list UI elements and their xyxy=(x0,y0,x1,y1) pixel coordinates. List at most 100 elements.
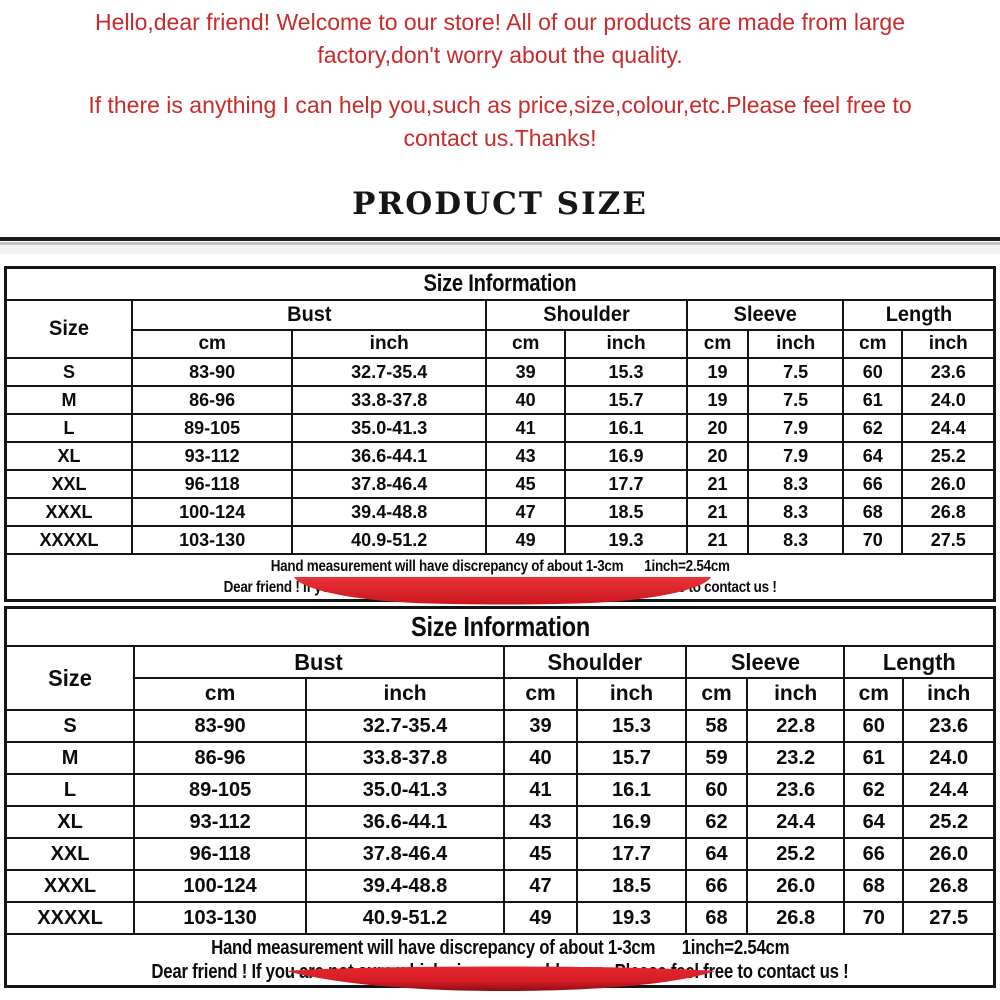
divider-band xyxy=(0,245,1000,254)
value-cell: 32.7-35.4 xyxy=(291,357,488,387)
note-line: Hand measurement will have discrepancy o… xyxy=(210,937,790,959)
table-row: XXXL 100-124 39.4-48.8 47 18.5 21 8.3 68 26.8 xyxy=(4,497,996,527)
table-row: XXXXL 103-130 40.9-51.2 49 19.3 68 26.8 70 27.5 xyxy=(4,901,996,935)
value-cell: 86-96 xyxy=(133,741,308,775)
table-row: M 86-96 33.8-37.8 40 15.7 19 7.5 61 24.0 xyxy=(4,385,996,415)
value-cell: 33.8-37.8 xyxy=(305,741,505,775)
value-cell: 35.0-41.3 xyxy=(305,773,505,807)
value-cell: 16.9 xyxy=(576,805,687,839)
column-header-length: Length xyxy=(842,299,996,331)
value-cell: 24.4 xyxy=(902,773,996,807)
value-cell: 26.8 xyxy=(746,901,846,935)
value-cell: 15.7 xyxy=(564,385,688,415)
value-cell: 33.8-37.8 xyxy=(291,385,488,415)
value-cell: 39.4-48.8 xyxy=(291,497,488,527)
value-cell: 66 xyxy=(684,869,749,903)
value-cell: 23.2 xyxy=(746,741,846,775)
value-cell: 37.8-46.4 xyxy=(305,837,505,871)
table-unit-header-row: cm inch cm inch cm inch cm inch xyxy=(6,329,996,359)
value-cell: 43 xyxy=(502,805,579,839)
column-header-sleeve: Sleeve xyxy=(684,645,846,679)
value-cell: 26.0 xyxy=(746,869,846,903)
value-cell: 8.3 xyxy=(747,497,845,527)
value-cell: 37.8-46.4 xyxy=(291,469,488,499)
value-cell: 36.6-44.1 xyxy=(291,441,488,471)
value-cell: 27.5 xyxy=(901,525,996,555)
value-cell: 60 xyxy=(843,709,905,743)
value-cell: 27.5 xyxy=(902,901,996,935)
value-cell: 24.4 xyxy=(901,413,996,443)
value-cell: 7.9 xyxy=(747,441,845,471)
table-row: L 89-105 35.0-41.3 41 16.1 20 7.9 62 24.4 xyxy=(4,413,996,443)
size-cell: S xyxy=(4,709,136,743)
unit-header: cm xyxy=(131,329,294,359)
value-cell: 103-130 xyxy=(131,525,294,555)
value-cell: 89-105 xyxy=(133,773,308,807)
value-cell: 41 xyxy=(485,413,567,443)
table-row: L 89-105 35.0-41.3 41 16.1 60 23.6 62 24.4 xyxy=(4,773,996,807)
value-cell: 23.6 xyxy=(901,357,996,387)
value-cell: 86-96 xyxy=(131,385,294,415)
unit-header: inch xyxy=(902,677,996,711)
table-body: S 83-90 32.7-35.4 39 15.3 58 22.8 60 23.6 M 86-96 3… xyxy=(4,709,996,935)
value-cell: 61 xyxy=(842,385,904,415)
value-cell: 62 xyxy=(843,773,905,807)
column-header-length: Length xyxy=(843,645,996,679)
page-title: PRODUCT SIZE xyxy=(352,186,648,222)
value-cell: 19.3 xyxy=(576,901,687,935)
size-cell: S xyxy=(4,357,134,387)
value-cell: 26.8 xyxy=(902,869,996,903)
size-cell: M xyxy=(4,741,136,775)
value-cell: 43 xyxy=(485,441,567,471)
value-cell: 25.2 xyxy=(746,837,846,871)
value-cell: 16.1 xyxy=(564,413,688,443)
table-row: XXXL 100-124 39.4-48.8 47 18.5 66 26.0 68 26.8 xyxy=(4,869,996,903)
value-cell: 7.5 xyxy=(747,385,845,415)
value-cell: 36.6-44.1 xyxy=(305,805,505,839)
value-cell: 40 xyxy=(502,741,579,775)
value-cell: 24.4 xyxy=(746,805,846,839)
table-row: XXXXL 103-130 40.9-51.2 49 19.3 21 8.3 70 27.5 xyxy=(4,525,996,555)
unit-header: cm xyxy=(684,677,749,711)
value-cell: 7.5 xyxy=(747,357,845,387)
value-cell: 83-90 xyxy=(131,357,294,387)
value-cell: 49 xyxy=(485,525,567,555)
column-header-size: Size xyxy=(4,299,134,359)
value-cell: 40.9-51.2 xyxy=(291,525,488,555)
greeting-line: factory,don't worry about the quality. xyxy=(317,42,683,68)
value-cell: 19 xyxy=(685,385,750,415)
value-cell: 61 xyxy=(843,741,905,775)
table-body: S 83-90 32.7-35.4 39 15.3 19 7.5 60 23.6 M 86-96 33… xyxy=(4,357,996,555)
greeting-line: Hello,dear friend! Welcome to our store!… xyxy=(94,9,906,35)
unit-header: inch xyxy=(305,677,505,711)
unit-header: cm xyxy=(842,329,904,359)
column-header-sleeve: Sleeve xyxy=(685,299,845,331)
value-cell: 16.9 xyxy=(564,441,688,471)
value-cell: 45 xyxy=(502,837,579,871)
table-row: XXL 96-118 37.8-46.4 45 17.7 21 8.3 66 26.0 xyxy=(4,469,996,499)
size-cell: XXL xyxy=(4,469,134,499)
value-cell: 100-124 xyxy=(131,497,294,527)
table-notes-row: Hand measurement will have discrepancy o… xyxy=(4,933,996,988)
value-cell: 39 xyxy=(485,357,567,387)
value-cell: 26.0 xyxy=(901,469,996,499)
value-cell: 59 xyxy=(684,741,749,775)
size-cell: XXL xyxy=(4,837,136,871)
value-cell: 68 xyxy=(684,901,749,935)
value-cell: 39.4-48.8 xyxy=(305,869,505,903)
value-cell: 93-112 xyxy=(131,441,294,471)
value-cell: 68 xyxy=(842,497,904,527)
table-group-header-row: Size Bust Shoulder Sleeve Length xyxy=(4,299,996,359)
value-cell: 21 xyxy=(685,469,750,499)
value-cell: 18.5 xyxy=(564,497,688,527)
size-cell: L xyxy=(4,413,134,443)
unit-header: inch xyxy=(901,329,996,359)
value-cell: 26.8 xyxy=(901,497,996,527)
size-table-short-sleeve: Size Information Size Bust Shoulder Slee… xyxy=(4,266,996,602)
value-cell: 15.3 xyxy=(564,357,688,387)
unit-header: cm xyxy=(685,329,750,359)
value-cell: 35.0-41.3 xyxy=(291,413,488,443)
table-title-row: Size Information xyxy=(4,266,996,301)
table-title-row: Size Information xyxy=(4,606,996,647)
